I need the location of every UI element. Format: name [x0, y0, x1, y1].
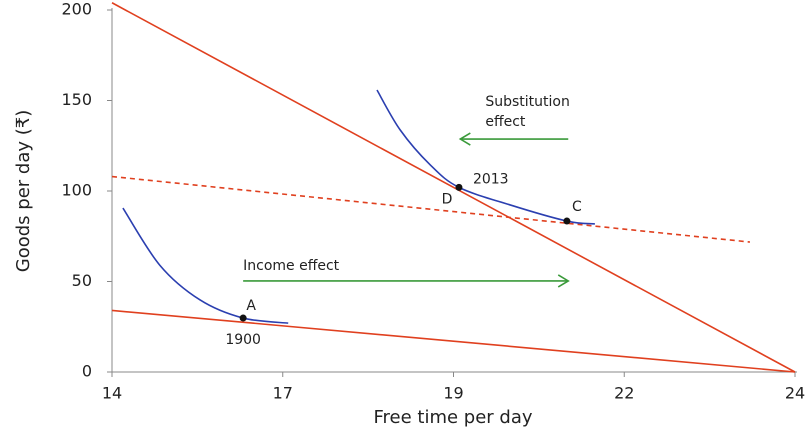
arrow-label: Income effect	[243, 258, 340, 274]
point-label: A	[246, 298, 256, 314]
y-tick-label: 200	[61, 0, 92, 19]
y-tick-label: 50	[72, 271, 92, 290]
arrow-label: effect	[485, 114, 526, 130]
point-label: C	[572, 199, 582, 215]
y-tick-label: 150	[61, 90, 92, 109]
point-label: D	[442, 191, 453, 207]
point-label: 2013	[473, 171, 509, 187]
x-tick-label: 19	[443, 384, 463, 403]
indifference-curve	[376, 89, 595, 225]
indifference-curve	[122, 207, 289, 324]
x-axis-title: Free time per day	[373, 407, 532, 428]
x-tick-label: 14	[102, 384, 122, 403]
point	[239, 314, 247, 322]
budget-line	[111, 309, 796, 373]
budget-line	[111, 2, 796, 373]
y-tick-label: 100	[61, 181, 92, 200]
arrow-label: Substitution	[485, 94, 569, 110]
arrow-head	[458, 132, 471, 146]
x-tick-label: 22	[614, 384, 634, 403]
y-tick-label: 0	[82, 362, 92, 381]
point-label: 1900	[225, 332, 261, 348]
x-tick-label: 24	[785, 384, 805, 403]
point	[455, 183, 463, 191]
y-axis-title: Goods per day (₹)	[13, 110, 34, 272]
x-tick-label: 17	[273, 384, 293, 403]
budget-line	[111, 175, 751, 243]
arrow-head	[557, 274, 570, 288]
point	[563, 217, 571, 225]
